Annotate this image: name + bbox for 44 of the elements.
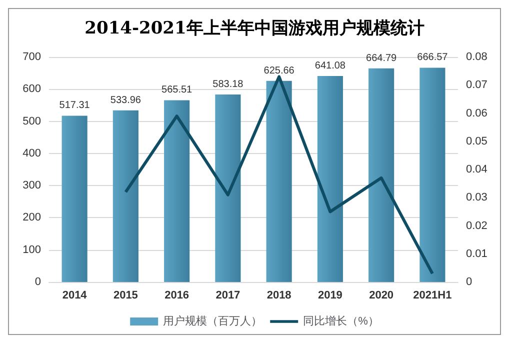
y-tick-label: 0: [34, 276, 41, 288]
x-tick-label: 2015: [113, 290, 138, 302]
data-label: 565.51: [162, 84, 193, 96]
data-label: 625.66: [264, 65, 295, 76]
y2-tick-label: 0: [466, 276, 472, 288]
bar: [62, 116, 88, 282]
y2-tick-label: 0.08: [466, 51, 488, 63]
bar: [420, 68, 446, 282]
bar: [215, 94, 241, 282]
y-tick-label: 100: [22, 244, 41, 256]
bar: [164, 100, 190, 282]
data-label: 583.18: [212, 79, 244, 90]
x-tick-label: 2019: [318, 290, 342, 302]
y-tick-label: 600: [22, 83, 41, 96]
data-label: 641.08: [314, 60, 346, 72]
y2-tick-label: 0.03: [466, 192, 488, 204]
y-tick-label: 300: [22, 180, 41, 192]
x-tick-label: 2014: [62, 290, 88, 302]
legend-label: 用户规模（百万人）: [163, 314, 262, 328]
data-label: 533.96: [110, 94, 142, 106]
x-tick-label: 2020: [369, 290, 394, 302]
y-tick-label: 700: [22, 51, 41, 63]
y2-tick-label: 0.02: [466, 220, 488, 232]
y-tick-label: 500: [22, 115, 41, 128]
y2-tick-label: 0.07: [466, 79, 488, 92]
bar: [112, 110, 138, 282]
bar: [368, 68, 394, 282]
y2-tick-label: 0.04: [466, 164, 488, 176]
chart-title: 2014-2021年上半年中国游戏用户规模统计: [84, 18, 424, 38]
data-label: 517.31: [59, 100, 90, 112]
bar: [317, 76, 343, 282]
x-tick-label: 2018: [266, 290, 292, 302]
y2-tick-label: 0.06: [466, 107, 488, 120]
y-tick-label: 200: [22, 212, 41, 224]
x-tick-label: 2016: [164, 290, 190, 302]
bar: [266, 80, 292, 282]
y2-tick-label: 0.05: [466, 135, 488, 148]
data-label: 664.79: [366, 52, 398, 64]
y-tick-label: 400: [22, 147, 41, 160]
y2-tick-label: 0.01: [466, 248, 488, 260]
legend-label: 同比增长（%）: [303, 314, 379, 328]
data-label: 666.57: [417, 52, 448, 64]
x-tick-label: 2021H1: [413, 290, 452, 302]
x-tick-label: 2017: [216, 290, 240, 302]
